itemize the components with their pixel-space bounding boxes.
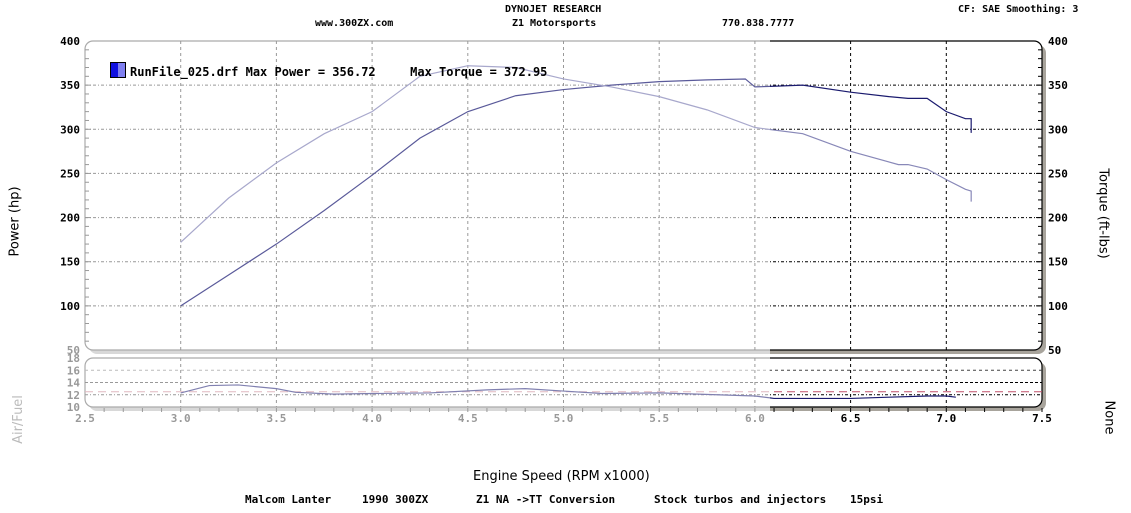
y-right-tick: 400 bbox=[1048, 35, 1068, 48]
x-tick: 5.0 bbox=[554, 412, 574, 425]
company-name: DYNOJET RESEARCH bbox=[505, 4, 602, 15]
legend-run-file: RunFile_025.drf bbox=[130, 65, 239, 79]
y-left-tick: 250 bbox=[60, 167, 80, 180]
y-left-tick: 100 bbox=[60, 300, 80, 313]
footer-mods: Stock turbos and injectors bbox=[654, 493, 827, 506]
y-right-tick: 250 bbox=[1048, 167, 1068, 180]
legend-swatch-icon bbox=[110, 62, 126, 78]
y-left-tick: 400 bbox=[60, 35, 80, 48]
x-axis-label: Engine Speed (RPM x1000) bbox=[473, 469, 650, 484]
x-tick: 7.5 bbox=[1032, 412, 1052, 425]
y-right-tick: 350 bbox=[1048, 79, 1068, 92]
y-right-tick: 100 bbox=[1048, 300, 1068, 313]
x-tick: 3.0 bbox=[171, 412, 191, 425]
y-right-tick: 50 bbox=[1048, 344, 1061, 357]
x-tick: 5.5 bbox=[649, 412, 669, 425]
y-right-tick: 150 bbox=[1048, 256, 1068, 269]
afr-axis-label: Air/Fuel bbox=[10, 395, 26, 444]
footer-boost: 15psi bbox=[850, 493, 884, 506]
afr-tick: 18 bbox=[67, 352, 80, 365]
afr-right-label: None bbox=[1101, 400, 1117, 435]
x-tick: 4.5 bbox=[458, 412, 478, 425]
y-left-tick: 150 bbox=[60, 256, 80, 269]
y-axis-right-label: Torque (ft-lbs) bbox=[1095, 168, 1111, 259]
x-tick: 6.0 bbox=[745, 412, 765, 425]
y-axis-left-label: Power (hp) bbox=[7, 186, 23, 257]
y-left-tick: 50 bbox=[67, 344, 80, 357]
legend-max-power: Max Power = 356.72 bbox=[245, 65, 376, 79]
y-left-tick: 300 bbox=[60, 123, 80, 136]
footer-owner: Malcom Lanter bbox=[245, 493, 332, 506]
afr-tick: 10 bbox=[67, 401, 80, 414]
phone-number: 770.838.7777 bbox=[722, 18, 795, 29]
y-left-tick: 200 bbox=[60, 212, 80, 225]
afr-tick: 14 bbox=[67, 377, 81, 390]
legend-max-torque: Max Torque = 372.95 bbox=[410, 65, 548, 79]
x-tick: 3.5 bbox=[266, 412, 286, 425]
website: www.300ZX.com bbox=[315, 18, 394, 29]
afr-tick: 12 bbox=[67, 389, 80, 402]
afr-tick: 16 bbox=[67, 364, 81, 377]
x-tick: 7.0 bbox=[936, 412, 956, 425]
legend: RunFile_025.drf Max Power = 356.72 Max T… bbox=[110, 62, 547, 79]
y-left-tick: 350 bbox=[60, 79, 80, 92]
footer-conversion: Z1 NA ->TT Conversion bbox=[476, 493, 616, 506]
x-tick: 4.0 bbox=[362, 412, 382, 425]
x-tick: 6.5 bbox=[841, 412, 861, 425]
x-tick: 2.5 bbox=[75, 412, 95, 425]
y-right-tick: 300 bbox=[1048, 123, 1068, 136]
footer-vehicle: 1990 300ZX bbox=[362, 493, 429, 506]
shop-name: Z1 Motorsports bbox=[512, 18, 597, 29]
settings-info: CF: SAE Smoothing: 3 bbox=[958, 4, 1079, 15]
y-right-tick: 200 bbox=[1048, 212, 1068, 225]
